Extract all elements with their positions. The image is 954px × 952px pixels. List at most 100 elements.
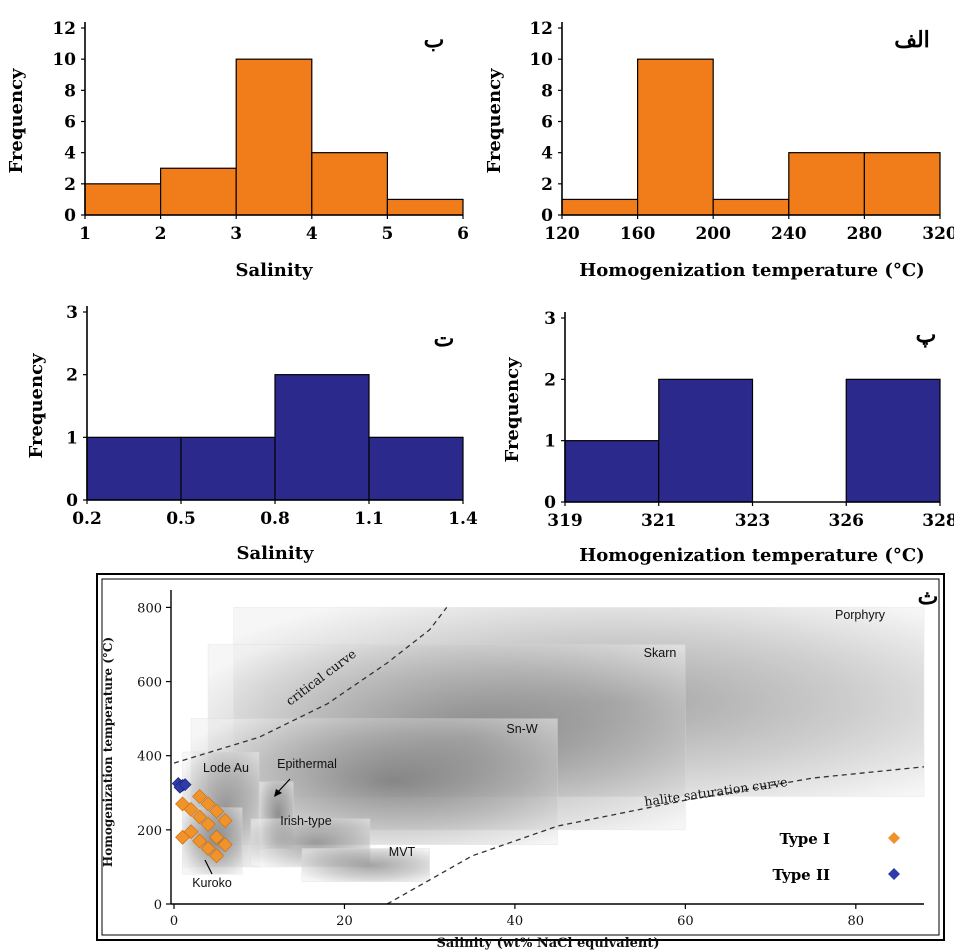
- point-type-i-8: [183, 824, 199, 840]
- panel-label-be: ب: [424, 27, 445, 53]
- epithermal-arrowhead: [274, 789, 282, 797]
- y-tick-label-te-1: 1: [66, 428, 78, 448]
- scatter-y-tick-label-4: 800: [137, 601, 162, 616]
- field-label-mvt: MVT: [389, 845, 416, 859]
- x-tick-label-te-4: 1.4: [448, 509, 478, 529]
- y-tick-label-pe-0: 0: [544, 493, 556, 513]
- point-type-i-11: [209, 829, 225, 845]
- scatter-y-tick-label-2: 400: [137, 750, 162, 765]
- bar-pe-0: [564, 440, 660, 503]
- x-tick-label-be-0: 1: [79, 224, 91, 244]
- field-label-porphyry: Porphyry: [835, 608, 886, 622]
- field-label-kuroko: Kuroko: [192, 876, 232, 890]
- x-axis-label-be: Salinity: [235, 260, 313, 281]
- point-type-i-1: [183, 802, 199, 817]
- bar-be-0: [84, 183, 162, 216]
- legend-marker-0: [888, 832, 900, 844]
- x-tick-label-pe-1: 321: [641, 511, 677, 531]
- point-type-i-5: [209, 803, 225, 819]
- curve-critical-curve: [173, 607, 448, 764]
- point-type-i-3: [200, 796, 216, 812]
- legend-marker-1: [888, 868, 900, 880]
- panel-label-te: ت: [434, 326, 455, 352]
- y-tick-label-alef-3: 6: [541, 113, 553, 133]
- scatter-x-tick-label-1: 20: [336, 914, 353, 929]
- y-tick-label-pe-3: 3: [544, 309, 556, 329]
- x-axis-label-pe: Homogenization temperature (°C): [579, 545, 924, 566]
- x-tick-label-alef-2: 200: [695, 224, 731, 244]
- bar-alef-3: [788, 152, 865, 216]
- y-axis-label-be: Frequency: [6, 68, 27, 174]
- y-tick-label-alef-1: 2: [541, 175, 553, 195]
- epithermal-arrow: [276, 778, 291, 794]
- field-label-skarn: Skarn: [644, 646, 677, 660]
- point-type-i-4: [192, 809, 207, 825]
- y-tick-label-te-3: 3: [66, 303, 78, 323]
- y-tick-label-be-4: 8: [64, 81, 76, 101]
- x-tick-label-te-3: 1.1: [354, 509, 384, 529]
- x-tick-label-be-2: 3: [230, 224, 242, 244]
- bar-pe-3: [845, 378, 941, 503]
- field-mvt: [301, 848, 430, 883]
- kuroko-pointer: [204, 859, 213, 875]
- scatter-x-tick-label-4: 80: [848, 914, 865, 929]
- y-tick-label-alef-5: 10: [529, 50, 553, 70]
- y-tick-label-alef-0: 0: [541, 206, 553, 226]
- field-label-epithermal: Epithermal: [277, 757, 337, 771]
- chart-alef: 0 2 4 6 8 10 12 120 160 200 240 280 320 Homogenizatio…: [484, 19, 954, 281]
- bar-alef-4: [863, 152, 941, 216]
- point-type-i-13: [200, 840, 216, 856]
- x-tick-label-te-1: 0.5: [166, 509, 196, 529]
- bar-te-0: [86, 436, 182, 501]
- panel-label-alef: الف: [894, 27, 930, 53]
- point-type-i-14: [209, 848, 225, 864]
- bar-be-3: [311, 152, 388, 216]
- bar-te-1: [180, 436, 276, 501]
- y-tick-label-be-1: 2: [64, 175, 76, 195]
- scatter-x-tick-label-0: 0: [170, 914, 178, 929]
- y-axis-label-pe: Frequency: [502, 357, 523, 463]
- x-tick-label-alef-1: 160: [620, 224, 656, 244]
- series-type-i: [175, 789, 233, 864]
- fluid-inclusion-diagram: Porphyry Skarn Sn-W Lode Au Epithermal Irish-…: [96, 573, 945, 951]
- deposit-fields: [182, 607, 925, 883]
- point-type-i-10: [192, 833, 207, 849]
- scatter-x-tick-label-3: 60: [677, 914, 694, 929]
- scatter-y-tick-label-1: 200: [137, 824, 162, 839]
- x-tick-label-be-3: 4: [306, 224, 318, 244]
- point-type-i-6: [217, 813, 233, 829]
- y-tick-label-alef-2: 4: [541, 144, 553, 164]
- point-type-i-9: [175, 829, 190, 845]
- x-tick-label-te-2: 0.8: [260, 509, 290, 529]
- y-tick-label-alef-4: 8: [541, 81, 553, 101]
- field-kuroko: [182, 807, 243, 875]
- y-tick-label-be-5: 10: [52, 50, 76, 70]
- field-label-sn-w: Sn-W: [506, 722, 537, 736]
- x-tick-label-be-1: 2: [155, 224, 167, 244]
- y-axis-label-alef: Frequency: [484, 68, 505, 174]
- x-tick-label-alef-5: 320: [922, 224, 954, 244]
- field-label-irish-type: Irish-type: [280, 814, 331, 828]
- point-type-ii-3: [178, 778, 192, 792]
- y-tick-label-alef-6: 12: [529, 19, 553, 39]
- legend-label-0: Type I: [779, 830, 830, 848]
- x-tick-label-pe-2: 323: [735, 511, 771, 531]
- y-tick-label-pe-2: 2: [544, 370, 556, 390]
- curve-halite-saturation-curve: [386, 766, 925, 905]
- bar-be-1: [160, 167, 237, 216]
- y-tick-label-pe-1: 1: [544, 432, 556, 452]
- panel-label-pe: پ: [916, 322, 937, 349]
- scatter-y-tick-label-3: 600: [137, 676, 162, 691]
- x-tick-label-te-0: 0.2: [72, 509, 102, 529]
- bar-te-2: [274, 374, 370, 501]
- field-label-lode-au: Lode Au: [203, 761, 249, 775]
- series-type-ii: [171, 777, 192, 794]
- bar-alef-1: [636, 58, 714, 216]
- x-tick-label-alef-4: 280: [847, 224, 883, 244]
- x-tick-label-be-4: 5: [381, 224, 393, 244]
- y-tick-label-be-2: 4: [64, 144, 76, 164]
- bar-be-4: [386, 198, 464, 216]
